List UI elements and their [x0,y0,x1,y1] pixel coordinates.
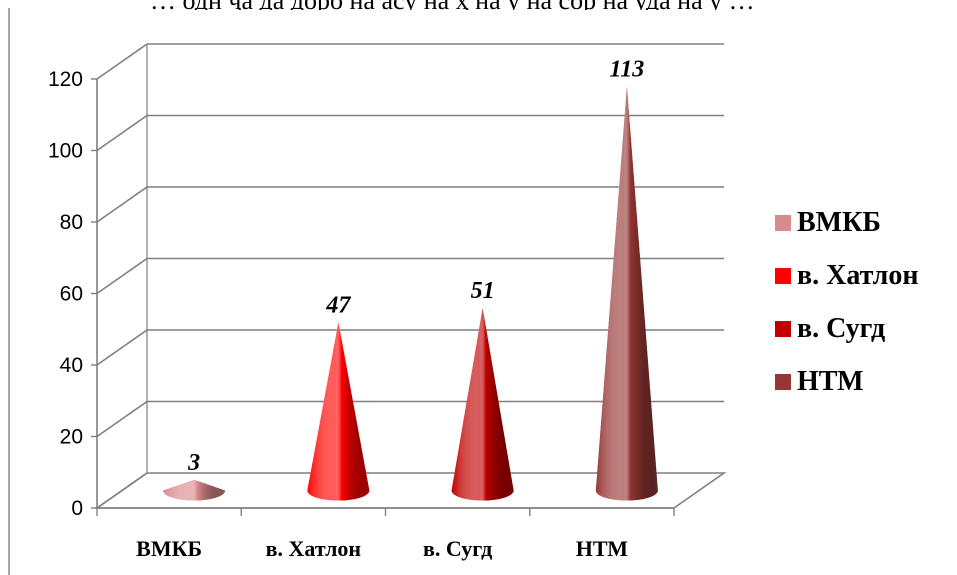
y-tick-label: 120 [48,68,83,91]
side-wall-line [96,329,148,366]
x-tick-label: НТМ [576,536,628,561]
y-tick-label: 80 [60,211,83,234]
y-tick-label: 60 [60,283,83,306]
side-wall-line [96,257,148,295]
legend-label-vmkb: ВМКБ [797,206,881,238]
legend-item-ntm: НТМ [775,355,919,408]
legend-swatch-khatlon [775,267,791,284]
cone-shading [451,308,514,501]
cone-shading [307,322,370,501]
legend-swatch-ntm [775,373,791,390]
cone-bar [163,479,226,501]
cone-bar [595,86,658,501]
legend-item-khatlon: в. Хатлон [775,249,919,302]
legend-swatch-vmkb [775,214,791,231]
cone-shading [163,479,226,501]
x-tick-label: в. Хатлон [266,536,362,561]
legend: ВМКБ в. Хатлон в. Сугд НТМ [775,196,919,408]
side-wall-line [96,114,148,152]
y-tick-label: 40 [60,354,83,377]
legend-label-ntm: НТМ [797,365,864,397]
x-tick-label: ВМКБ [136,536,202,561]
legend-label-khatlon: в. Хатлон [797,259,919,291]
side-wall-line [96,43,148,80]
legend-label-sughd: в. Сугд [797,312,886,344]
cropped-header-text: … одн ҷа да доро на асу на ҳ на у на сор… [0,0,957,10]
y-tick-label: 0 [71,497,83,520]
x-tick-label: в. Сугд [423,536,492,561]
cone-shading [595,86,658,501]
cone-bar [307,322,370,501]
frame-left-border [8,8,10,575]
data-label: 47 [325,292,351,318]
y-tick-label: 20 [60,426,83,449]
data-label: 3 [187,450,200,476]
legend-item-sughd: в. Сугд [775,302,919,355]
y-tick-label: 100 [48,140,83,163]
data-label: 51 [471,278,495,304]
side-wall-line [96,186,148,223]
cone-bar [451,308,514,501]
side-wall-line [96,400,148,438]
legend-item-vmkb: ВМКБ [775,196,919,249]
data-label: 113 [610,57,645,83]
legend-swatch-sughd [775,320,791,337]
